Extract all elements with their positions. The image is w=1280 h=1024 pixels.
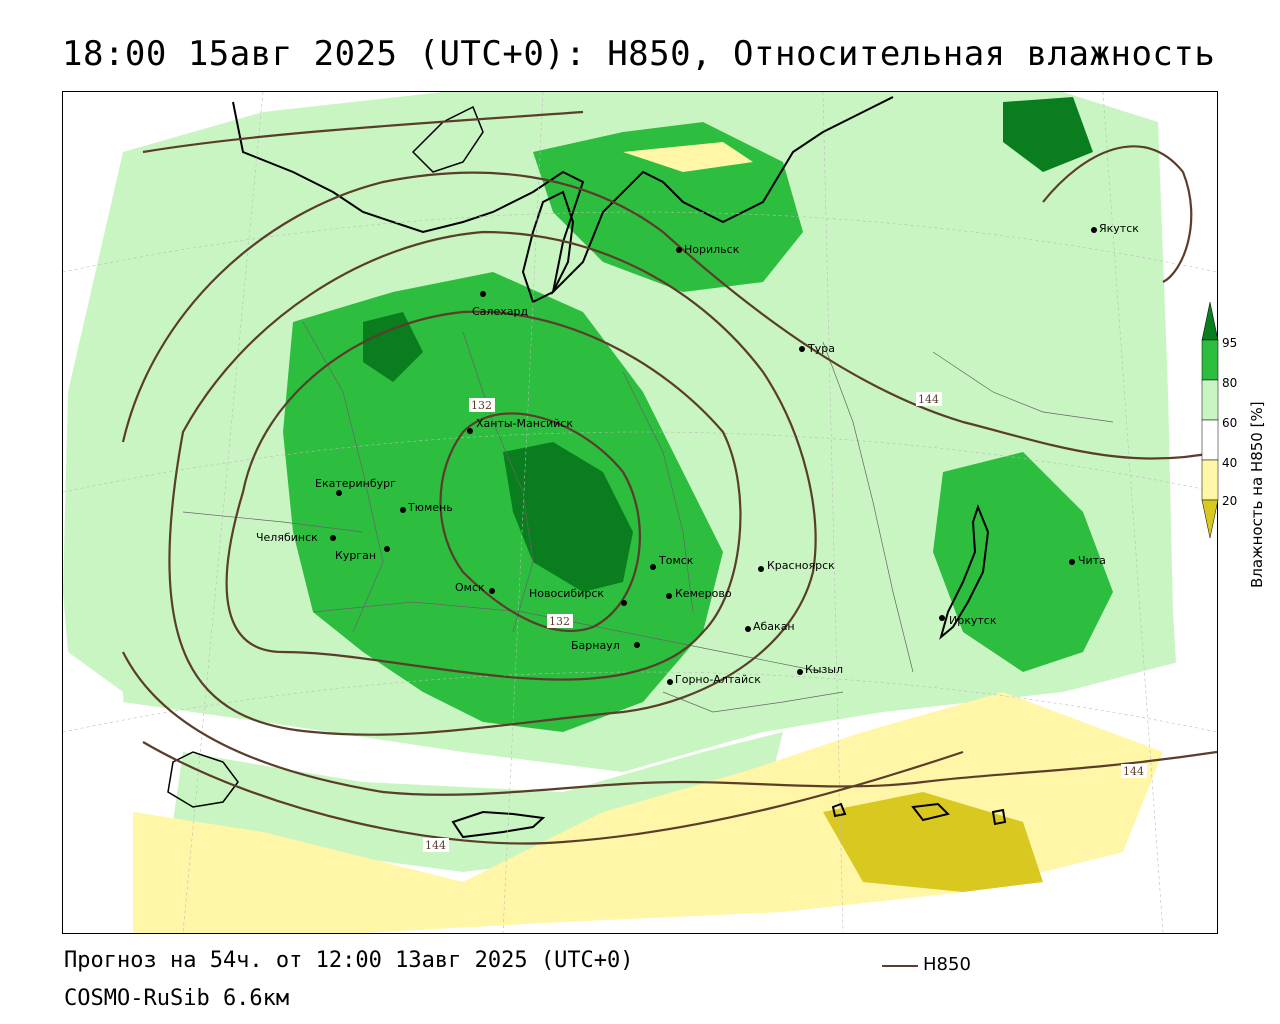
contour-156-east xyxy=(1042,145,1193,283)
svg-text:Ханты-Мансийск: Ханты-Мансийск xyxy=(476,417,573,430)
contour-label-text-1: 132 xyxy=(471,399,492,412)
svg-text:Курган: Курган xyxy=(335,549,376,562)
city-tura: Тура xyxy=(799,342,835,355)
contour-label-5: 144 xyxy=(423,838,449,852)
svg-text:Салехард: Салехард xyxy=(472,305,528,318)
city-chelyabinsk: Челябинск xyxy=(256,531,336,544)
city-barnaul: Барнаул xyxy=(571,639,640,652)
svg-text:Омск: Омск xyxy=(455,581,485,594)
colorbar-tick-20: 20 xyxy=(1222,494,1238,508)
city-gorno-altaysk: Горно-Алтайск xyxy=(667,673,761,686)
city-salekhard: Салехард xyxy=(472,291,528,318)
city-yekaterinburg: Екатеринбург xyxy=(315,477,396,496)
colorbar-tick-80: 80 xyxy=(1222,376,1238,390)
svg-text:Абакан: Абакан xyxy=(753,620,795,633)
contour-legend-label: H850 xyxy=(923,954,971,975)
humidity-field-20-north xyxy=(623,142,753,172)
svg-text:Кызыл: Кызыл xyxy=(805,663,843,676)
city-abakan: Абакан xyxy=(745,620,795,633)
yamal-coast xyxy=(521,190,575,304)
colorbar-cap-top xyxy=(1201,301,1219,341)
colorbar-seg-80 xyxy=(1201,339,1219,381)
colorbar-cap-bottom xyxy=(1201,499,1219,539)
city-yakutsk: Якутск xyxy=(1091,222,1139,235)
contour-138 xyxy=(168,230,817,736)
city-chita: Чита xyxy=(1069,554,1106,567)
svg-text:Екатеринбург: Екатеринбург xyxy=(315,477,396,490)
humidity-field-0 xyxy=(823,792,1043,892)
humidity-field-95-c xyxy=(1003,97,1093,172)
caspian-coast xyxy=(167,751,239,808)
city-krasnoyarsk: Красноярск xyxy=(758,559,835,572)
map-frame: 132 132 144 144 144 Якутск Норильск Сале… xyxy=(62,91,1218,934)
coastline xyxy=(232,96,894,296)
colorbar-tick-60: 60 xyxy=(1222,416,1238,430)
svg-text:Якутск: Якутск xyxy=(1099,222,1139,235)
colorbar-title: Влажность на H850 [%] xyxy=(1248,401,1266,588)
city-norilsk: Норильск xyxy=(676,243,740,256)
h850-contours xyxy=(121,110,1217,845)
model-name: COSMO-RuSib 6.6км xyxy=(64,986,290,1011)
city-kurgan: Курган xyxy=(335,546,390,562)
contour-legend-line xyxy=(882,965,918,967)
city-irkutsk: Иркутск xyxy=(939,614,997,627)
city-omsk: Омск xyxy=(455,581,495,594)
region-borders xyxy=(182,321,1114,713)
colorbar-tick-95: 95 xyxy=(1222,336,1238,350)
contour-label-1: 132 xyxy=(469,398,495,412)
map-canvas: 132 132 144 144 144 Якутск Норильск Сале… xyxy=(63,92,1217,933)
contour-150 xyxy=(142,741,964,845)
contour-156-north xyxy=(142,110,584,154)
svg-text:Кемерово: Кемерово xyxy=(675,587,732,600)
city-khanty-mansiysk: Ханты-Мансийск xyxy=(467,417,573,434)
contour-132-inner xyxy=(439,412,641,632)
contour-132-outer xyxy=(225,310,742,681)
colorbar xyxy=(1201,301,1219,539)
colorbar-seg-40 xyxy=(1201,419,1219,461)
colorbar-seg-60 xyxy=(1201,379,1219,421)
contour-label-2: 132 xyxy=(547,614,573,628)
svg-text:Норильск: Норильск xyxy=(684,243,740,256)
contour-label-3: 144 xyxy=(916,392,942,406)
contour-label-text-5: 144 xyxy=(425,839,446,852)
svg-text:Тура: Тура xyxy=(807,342,835,355)
contour-label-text-3: 144 xyxy=(918,393,939,406)
svg-text:Челябинск: Челябинск xyxy=(256,531,318,544)
contour-label-text-4: 144 xyxy=(1123,765,1144,778)
svg-text:Томск: Томск xyxy=(658,554,694,567)
humidity-field-95 xyxy=(503,442,633,592)
svg-text:Горно-Алтайск: Горно-Алтайск xyxy=(675,673,761,686)
svg-text:Новосибирск: Новосибирск xyxy=(529,587,604,600)
colorbar-tick-40: 40 xyxy=(1222,456,1238,470)
city-tomsk: Томск xyxy=(650,554,694,570)
colorbar-seg-20 xyxy=(1201,459,1219,501)
contour-label-text-2: 132 xyxy=(549,615,570,628)
svg-text:Чита: Чита xyxy=(1078,554,1106,567)
humidity-field-95-b xyxy=(363,312,423,382)
lake-1 xyxy=(911,802,950,822)
svg-text:Иркутск: Иркутск xyxy=(949,614,997,627)
contour-144-west xyxy=(121,171,1217,460)
city-kemerovo: Кемерово xyxy=(666,587,732,600)
baikal-lake xyxy=(939,504,990,640)
balkhash-lake xyxy=(451,810,546,839)
graticule xyxy=(63,92,1217,933)
svg-text:Барнаул: Барнаул xyxy=(571,639,620,652)
contour-144-south xyxy=(122,651,1217,796)
map-title: 18:00 15авг 2025 (UTC+0): H850, Относите… xyxy=(62,34,1216,74)
humidity-field-80 xyxy=(283,272,723,732)
svg-text:Тюмень: Тюмень xyxy=(407,501,453,514)
contour-label-4: 144 xyxy=(1121,764,1147,778)
city-kyzyl: Кызыл xyxy=(797,663,843,676)
city-novosibirsk: Новосибирск xyxy=(529,587,627,606)
forecast-info: Прогноз на 54ч. от 12:00 13авг 2025 (UTC… xyxy=(64,948,634,973)
lake-2 xyxy=(991,808,1007,826)
lake-3 xyxy=(831,802,847,818)
svg-text:Красноярск: Красноярск xyxy=(767,559,835,572)
city-tyumen: Тюмень xyxy=(400,501,453,514)
